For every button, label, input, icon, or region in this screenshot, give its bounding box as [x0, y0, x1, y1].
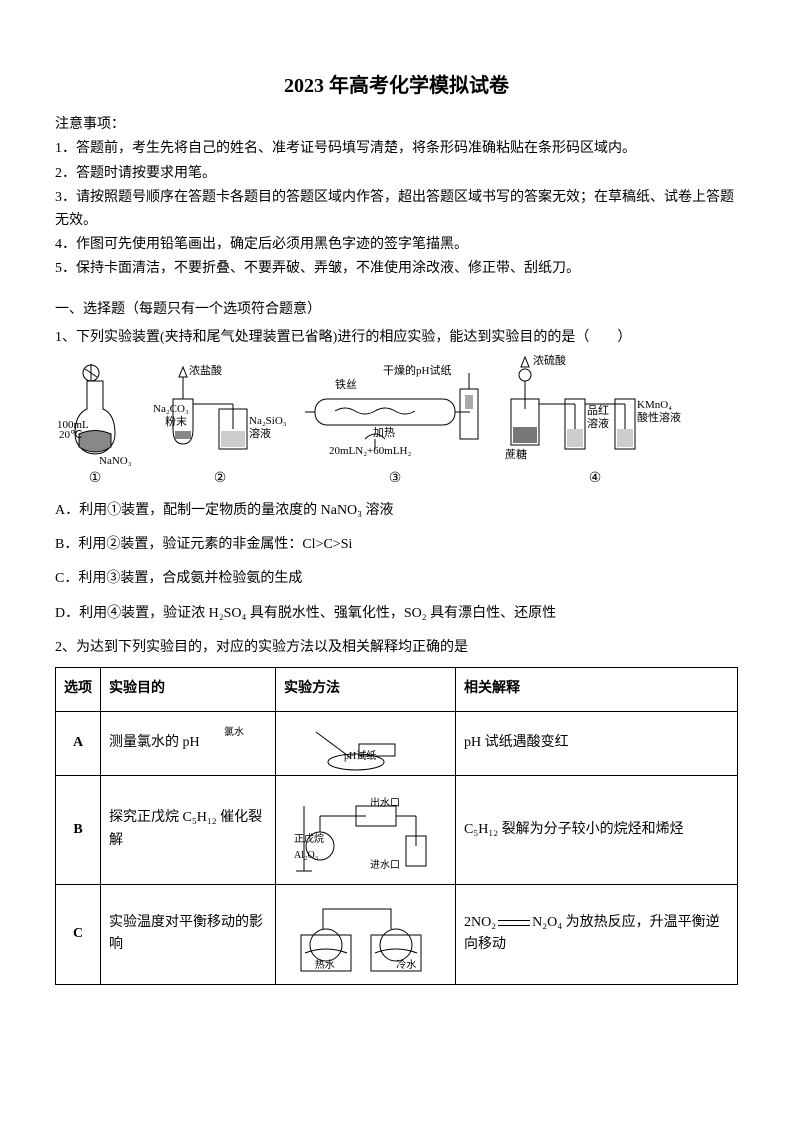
- option-A: A．利用①装置，配制一定物质的量浓度的 NaNO₃ 溶液: [55, 500, 738, 522]
- option-A-text: 利用①装置，配制一定物质的量浓度的 NaNO₃ 溶液: [79, 503, 393, 518]
- diagram-4-tube2-label: KMnO₄ 酸性溶液: [637, 399, 681, 425]
- option-B-text: 利用②装置，验证元素的非金属性：Cl>C>Si: [78, 537, 352, 552]
- page-title: 2023 年高考化学模拟试卷: [55, 70, 738, 102]
- question-2-stem: 2、为达到下列实验目的，对应的实验方法以及相关解释均正确的是: [55, 637, 738, 659]
- option-D-text: 利用④装置，验证浓 H₂SO₄ 具有脱水性、强氧化性，SO₂ 具有漂白性、还原性: [79, 606, 556, 621]
- diagram-3-paper-label: 干燥的pH试纸: [383, 365, 451, 378]
- diagram-4: 浓硫酸 蔗糖 品红 溶液 KMnO₄ 酸性溶液 ④: [505, 349, 685, 488]
- diagram-2: 浓盐酸 Na₂CO₃ 粉末 Na₂SiO₃ 溶液 ②: [155, 359, 285, 488]
- option-C-text: 利用③装置，合成氨并检验氨的生成: [78, 571, 302, 586]
- diagram-2-top-label: 浓盐酸: [189, 365, 222, 378]
- notice-heading: 注意事项：: [55, 114, 738, 136]
- row-B-purpose: 探究正戊烷 C₅H₁₂ 催化裂解: [101, 775, 276, 884]
- question-1-diagrams: 100mL 20℃ NaNO₃ ① 浓盐酸 Na₂CO₃ 粉末 Na₂SiO₃ …: [55, 358, 738, 488]
- header-option: 选项: [56, 668, 101, 711]
- diagram-2-caption: ②: [155, 471, 285, 488]
- equilibrium-arrow-icon: [496, 918, 532, 928]
- row-B-label: B: [56, 775, 101, 884]
- diagram-4-acid-label: 浓硫酸: [533, 355, 566, 368]
- diagram-1: 100mL 20℃ NaNO₃ ①: [55, 359, 135, 488]
- header-purpose: 实验目的: [101, 668, 276, 711]
- notice-item-5: 5．保持卡面清洁，不要折叠、不要弄破、弄皱，不准使用涂改液、修正带、刮纸刀。: [55, 258, 738, 280]
- row-C-method: 热水 冷水: [276, 884, 456, 984]
- notice-item-1: 1．答题前，考生先将自己的姓名、准考证号码填写清楚，将条形码准确粘贴在条形码区域…: [55, 138, 738, 160]
- row-C-label: C: [56, 884, 101, 984]
- diagram-2-mid-label: Na₂CO₃ 粉末: [153, 403, 187, 429]
- diagram-1-reagent-label: NaNO₃: [99, 455, 132, 468]
- table-row-B: B 探究正戊烷 C₅H₁₂ 催化裂解 出水口 正戊烷 Al₂O₃ 进水口: [56, 775, 738, 884]
- question-2: 2、为达到下列实验目的，对应的实验方法以及相关解释均正确的是 选项 实验目的 实…: [55, 637, 738, 985]
- diagram-3: 铁丝 干燥的pH试纸 20mLN₂+60mLH₂ 加热 ③: [305, 359, 485, 488]
- row-A-method: 氯水 pH试纸: [276, 711, 456, 775]
- row-C-method-hot: 热水: [315, 958, 335, 974]
- notice-item-2: 2．答题时请按要求用笔。: [55, 163, 738, 185]
- question-1-options: A．利用①装置，配制一定物质的量浓度的 NaNO₃ 溶液 B．利用②装置，验证元…: [55, 500, 738, 626]
- diagram-4-caption: ④: [505, 471, 685, 488]
- section-1-heading: 一、选择题（每题只有一个选项符合题意）: [55, 299, 738, 321]
- diagram-3-caption: ③: [305, 471, 485, 488]
- row-A-label: A: [56, 711, 101, 775]
- flask-icon: [55, 359, 135, 469]
- diagram-3-mix-label: 20mLN₂+60mLH₂: [329, 445, 411, 458]
- diagram-3-wire-label: 铁丝: [335, 379, 357, 392]
- notice-item-4: 4．作图可先使用铅笔画出，确定后必须用黑色字迹的签字笔描黑。: [55, 234, 738, 256]
- row-B-method: 出水口 正戊烷 Al₂O₃ 进水口: [276, 775, 456, 884]
- row-A-purpose: 测量氯水的 pH: [101, 711, 276, 775]
- row-A-method-l2: pH试纸: [344, 749, 447, 765]
- diagram-2-right-label: Na₂SiO₃ 溶液: [249, 415, 287, 441]
- option-D: D．利用④装置，验证浓 H₂SO₄ 具有脱水性、强氧化性，SO₂ 具有漂白性、还…: [55, 603, 738, 625]
- diagram-3-heat-label: 加热: [373, 427, 395, 440]
- table-row-A: A 测量氯水的 pH 氯水 pH试纸 pH 试纸遇酸变红: [56, 711, 738, 775]
- diagram-4-tube1-label: 品红 溶液: [587, 405, 609, 431]
- header-method: 实验方法: [276, 668, 456, 711]
- question-1: 1、下列实验装置(夹持和尾气处理装置已省略)进行的相应实验，能达到实验目的的是（…: [55, 327, 738, 625]
- diagram-4-sugar-label: 蔗糖: [505, 449, 527, 462]
- header-explain: 相关解释: [456, 668, 738, 711]
- row-A-explain: pH 试纸遇酸变红: [456, 711, 738, 775]
- option-C: C．利用③装置，合成氨并检验氨的生成: [55, 568, 738, 590]
- experiment-table: 选项 实验目的 实验方法 相关解释 A 测量氯水的 pH 氯水 pH试纸 pH …: [55, 667, 738, 984]
- row-C-method-cold: 冷水: [396, 958, 416, 974]
- row-C-explain: 2NO₂N₂O₄ 为放热反应，升温平衡逆向移动: [456, 884, 738, 984]
- row-B-explain: C₅H₁₂ 裂解为分子较小的烷烃和烯烃: [456, 775, 738, 884]
- diagram-1-temp-label: 20℃: [59, 429, 82, 442]
- row-C-explain-pre: 2NO₂: [464, 915, 496, 930]
- row-A-method-l1: 氯水: [224, 725, 447, 741]
- notice-item-3: 3．请按照题号顺序在答题卡各题目的答题区域内作答，超出答题区域书写的答案无效；在…: [55, 187, 738, 232]
- question-1-stem: 1、下列实验装置(夹持和尾气处理装置已省略)进行的相应实验，能达到实验目的的是（…: [55, 327, 738, 349]
- row-C-purpose: 实验温度对平衡移动的影响: [101, 884, 276, 984]
- option-B: B．利用②装置，验证元素的非金属性：Cl>C>Si: [55, 534, 738, 556]
- row-B-method-out: 出水口: [370, 796, 447, 812]
- diagram-1-caption: ①: [55, 471, 135, 488]
- table-row-C: C 实验温度对平衡移动的影响 热水 冷水 2NO₂N₂O₄ 为放: [56, 884, 738, 984]
- table-header-row: 选项 实验目的 实验方法 相关解释: [56, 668, 738, 711]
